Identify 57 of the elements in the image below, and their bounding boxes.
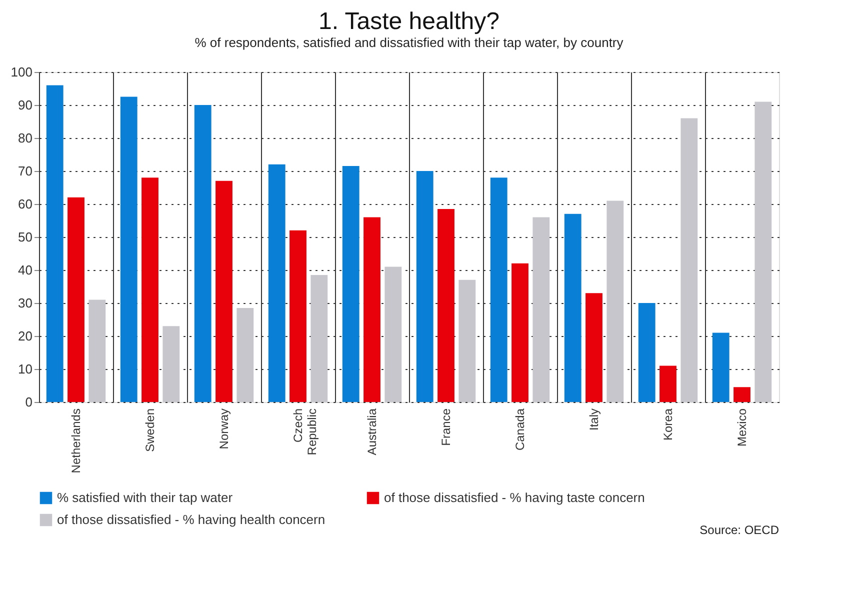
bar — [416, 171, 434, 402]
bar — [458, 280, 476, 402]
bar — [532, 217, 550, 402]
y-tick-label: 50 — [18, 230, 32, 244]
chart-title: 1. Taste healthy? — [318, 8, 500, 35]
source-note: Source: OECD — [700, 523, 780, 537]
bar — [46, 85, 64, 402]
bar — [638, 303, 656, 402]
y-tick-label: 100 — [10, 64, 32, 80]
y-tick-label: 60 — [18, 196, 32, 212]
bar — [680, 118, 698, 402]
x-tick-label: Korea — [661, 408, 675, 441]
x-tick-label: Czech Republic — [291, 408, 319, 456]
chart-subtitle: % of respondents, satisfied and dissatisfied with their tap water, by country — [194, 35, 624, 50]
y-tick-label: 10 — [18, 362, 32, 376]
bar — [216, 180, 232, 402]
x-tick-label: Sweden — [143, 408, 157, 452]
bar — [120, 96, 138, 402]
bar — [268, 164, 286, 402]
y-tick-label: 90 — [18, 98, 32, 112]
y-tick-label: 80 — [18, 130, 32, 146]
bar — [290, 230, 306, 402]
bar — [68, 197, 84, 402]
bar — [754, 102, 772, 402]
legend-label: of those dissatisfied - % having health concern — [57, 512, 326, 527]
x-tick-label: Canada — [513, 408, 527, 451]
x-tick-label: Netherlands — [69, 408, 83, 474]
bar — [606, 200, 624, 402]
bar — [364, 217, 380, 402]
y-tick-label: 40 — [18, 262, 32, 278]
x-tick-label: Norway — [217, 408, 231, 450]
bar — [310, 274, 328, 402]
bar — [384, 266, 402, 402]
bar — [236, 308, 254, 402]
bar — [438, 208, 454, 402]
legend-label: % satisfied with their tap water — [57, 490, 234, 505]
bar — [734, 387, 750, 402]
y-tick-label: 20 — [18, 328, 32, 344]
bar — [490, 178, 508, 402]
bar — [162, 326, 180, 402]
bar — [142, 178, 158, 402]
bar — [564, 214, 582, 402]
bar — [712, 332, 730, 402]
legend-label: of those dissatisfied - % having taste concern — [384, 490, 645, 505]
x-tick-label: Italy — [587, 408, 601, 431]
bar — [586, 293, 602, 402]
x-tick-label: Mexico — [735, 408, 749, 447]
bar — [342, 166, 360, 402]
bar — [512, 263, 528, 402]
x-tick-label: France — [439, 408, 453, 446]
bar — [194, 105, 212, 402]
bar — [660, 366, 676, 402]
y-tick-label: 70 — [18, 164, 32, 178]
x-tick-label: Australia — [365, 408, 379, 456]
bar — [88, 300, 106, 402]
y-tick-label: 0 — [25, 394, 32, 410]
y-tick-label: 30 — [18, 296, 32, 310]
